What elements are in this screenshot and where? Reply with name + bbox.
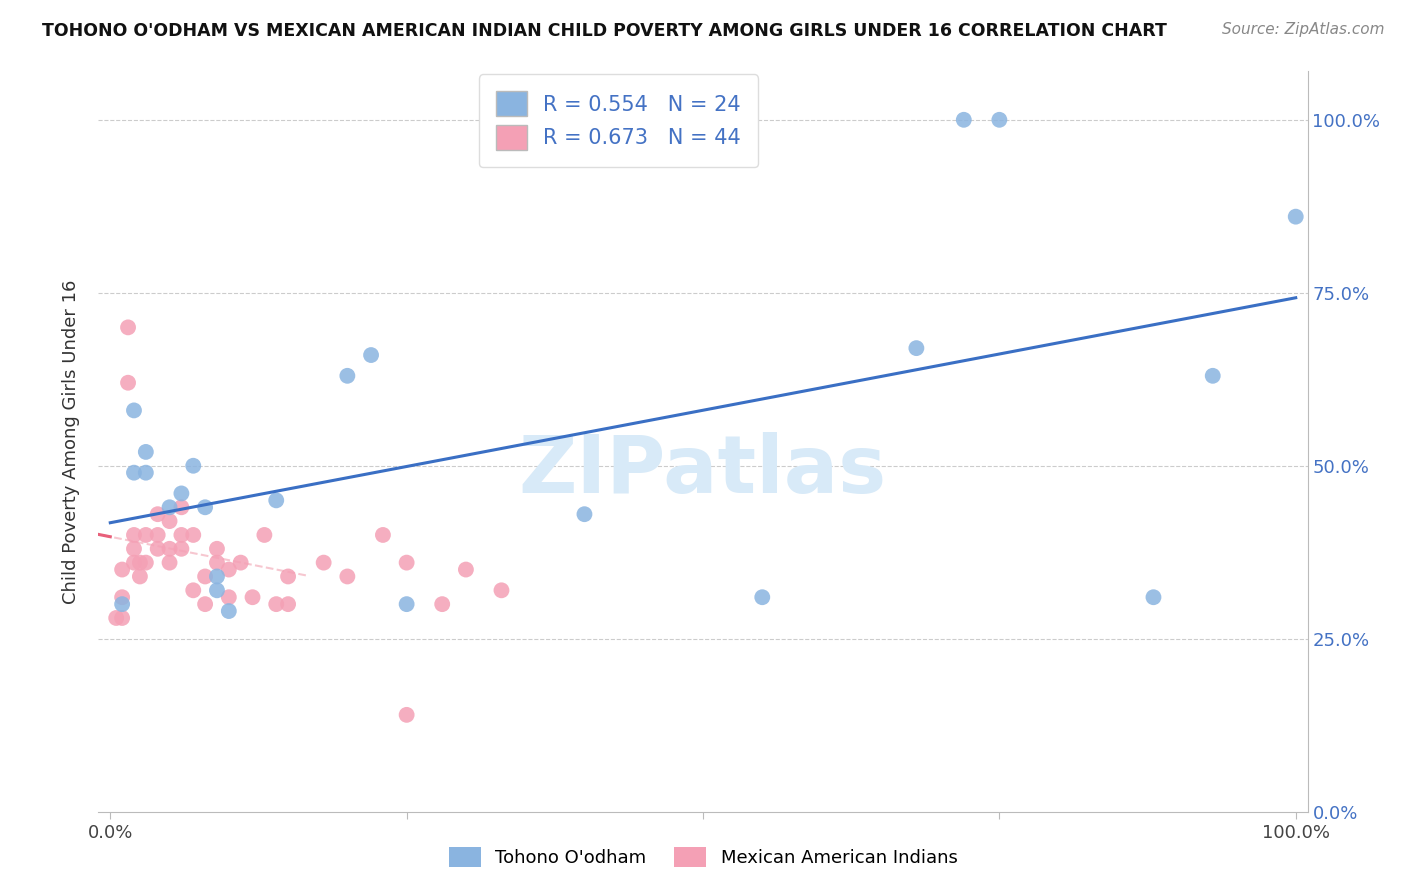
Point: [1285, 210, 1308, 224]
Y-axis label: Child Poverty Among Girls Under 16: Child Poverty Among Girls Under 16: [62, 279, 80, 604]
Point: [205, 583, 228, 598]
Point: [1142, 591, 1164, 605]
Point: [170, 528, 193, 542]
Point: [277, 597, 299, 611]
Text: ZIPatlas: ZIPatlas: [519, 432, 887, 510]
Point: [218, 563, 240, 577]
Point: [491, 583, 513, 598]
Point: [205, 569, 228, 583]
Point: [194, 569, 217, 583]
Point: [218, 591, 240, 605]
Point: [336, 368, 359, 383]
Point: [952, 112, 974, 127]
Point: [988, 112, 1011, 127]
Point: [395, 707, 418, 722]
Point: [312, 556, 335, 570]
Point: [1202, 368, 1225, 383]
Point: [360, 348, 382, 362]
Point: [181, 458, 204, 473]
Point: [146, 507, 169, 521]
Point: [574, 507, 596, 521]
Point: [395, 597, 418, 611]
Text: Source: ZipAtlas.com: Source: ZipAtlas.com: [1222, 22, 1385, 37]
Point: [159, 514, 181, 528]
Point: [336, 569, 359, 583]
Point: [277, 569, 299, 583]
Point: [159, 556, 181, 570]
Point: [135, 528, 157, 542]
Point: [432, 597, 454, 611]
Point: [218, 604, 240, 618]
Point: [122, 541, 145, 556]
Point: [122, 556, 145, 570]
Point: [905, 341, 928, 355]
Point: [170, 541, 193, 556]
Point: [181, 528, 204, 542]
Point: [229, 556, 252, 570]
Point: [111, 611, 134, 625]
Point: [159, 541, 181, 556]
Point: [205, 556, 228, 570]
Point: [159, 500, 181, 515]
Point: [454, 563, 477, 577]
Point: [194, 597, 217, 611]
Point: [135, 466, 157, 480]
Point: [253, 528, 276, 542]
Point: [395, 556, 418, 570]
Point: [146, 528, 169, 542]
Legend: Tohono O'odham, Mexican American Indians: Tohono O'odham, Mexican American Indians: [440, 838, 966, 876]
Point: [129, 556, 152, 570]
Point: [205, 541, 228, 556]
Point: [111, 591, 134, 605]
Point: [264, 597, 287, 611]
Point: [264, 493, 287, 508]
Point: [105, 611, 128, 625]
Point: [117, 376, 139, 390]
Point: [135, 556, 157, 570]
Point: [751, 591, 773, 605]
Point: [122, 403, 145, 417]
Point: [111, 563, 134, 577]
Point: [242, 591, 264, 605]
Point: [111, 597, 134, 611]
Point: [181, 583, 204, 598]
Point: [117, 320, 139, 334]
Point: [135, 445, 157, 459]
Point: [170, 486, 193, 500]
Text: TOHONO O'ODHAM VS MEXICAN AMERICAN INDIAN CHILD POVERTY AMONG GIRLS UNDER 16 COR: TOHONO O'ODHAM VS MEXICAN AMERICAN INDIA…: [42, 22, 1167, 40]
Point: [129, 569, 152, 583]
Legend: R = 0.554   N = 24, R = 0.673   N = 44: R = 0.554 N = 24, R = 0.673 N = 44: [479, 74, 758, 167]
Point: [122, 528, 145, 542]
Point: [170, 500, 193, 515]
Point: [122, 466, 145, 480]
Point: [194, 500, 217, 515]
Point: [371, 528, 394, 542]
Point: [146, 541, 169, 556]
